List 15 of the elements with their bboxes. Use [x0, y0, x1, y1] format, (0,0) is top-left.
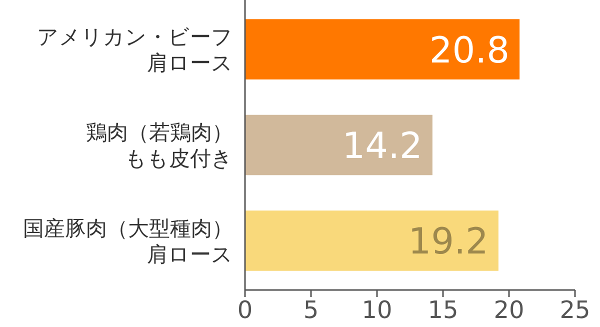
x-tick-label: 10 — [362, 296, 392, 324]
x-tick-label: 25 — [560, 296, 590, 324]
y-tick-label: 鶏肉（若鶏肉）もも皮付き — [86, 120, 233, 171]
x-tick-label: 5 — [303, 296, 319, 324]
bar — [245, 210, 498, 271]
x-tick-label: 15 — [428, 296, 458, 324]
data-label: 14.2 — [342, 126, 422, 167]
data-label: 20.8 — [429, 30, 510, 72]
x-tick-label: 20 — [494, 296, 524, 324]
y-tick-label: 国産豚肉（大型種肉）肩ロース — [23, 216, 233, 266]
data-label: 19.2 — [408, 222, 488, 263]
x-tick-label: 0 — [237, 296, 253, 324]
y-tick-label: アメリカン・ビーフ肩ロース — [37, 24, 233, 75]
bar — [245, 19, 520, 80]
bar — [245, 114, 432, 176]
